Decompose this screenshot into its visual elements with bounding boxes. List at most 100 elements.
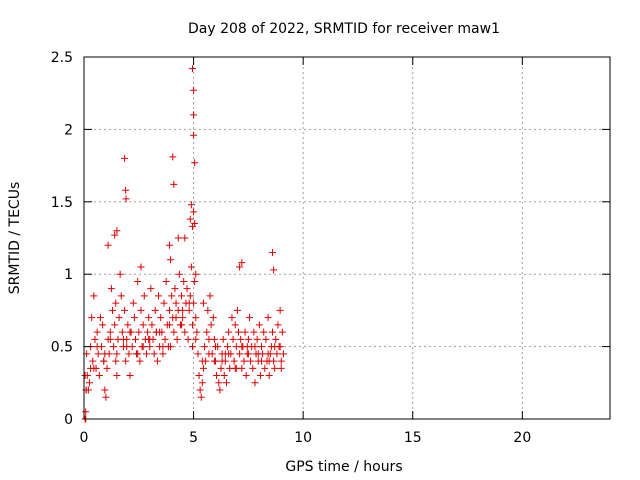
data-point [90,364,98,372]
data-point [175,270,183,278]
data-point [155,292,163,300]
data-point [191,220,199,228]
data-point [102,393,110,401]
data-point [193,328,201,336]
data-point [117,292,125,300]
data-point [185,306,193,314]
data-point [157,314,165,322]
data-point [112,357,120,365]
data-point [261,364,269,372]
data-point [241,328,249,336]
data-point [278,328,286,336]
data-point [140,292,148,300]
data-point [216,386,224,394]
data-point [89,357,97,365]
data-point [110,343,118,351]
data-point [276,306,284,314]
data-point [123,343,131,351]
data-point [195,372,203,380]
data-point [258,343,266,351]
data-point [191,277,199,285]
data-point [172,299,180,307]
data-point [254,350,262,358]
data-point [111,321,119,329]
data-point [236,263,244,271]
data-point [106,328,114,336]
y-tick-label: 0.5 [51,340,73,356]
data-point [232,364,240,372]
data-point [91,335,99,343]
data-point [170,180,178,188]
data-point [277,364,285,372]
data-point [93,343,101,351]
x-tick-label: 10 [294,430,312,446]
data-point [126,372,134,380]
data-point [113,372,121,380]
data-point [217,364,225,372]
y-tick-label: 2 [64,122,73,138]
data-point [137,306,145,314]
data-point [196,386,204,394]
data-point [271,364,279,372]
data-point [179,306,187,314]
data-point [129,299,137,307]
data-point [161,335,169,343]
x-tick-label: 15 [404,430,422,446]
data-point [173,335,181,343]
y-tick-label: 0 [64,412,73,428]
data-point [96,314,104,322]
data-point [179,314,187,322]
data-point [205,350,213,358]
data-point [174,234,182,242]
data-point [104,241,112,249]
data-point [100,357,108,365]
data-point [94,350,102,358]
data-point [160,299,168,307]
y-tick-label: 1.5 [51,195,73,211]
data-point [112,299,120,307]
data-point [81,372,89,380]
data-point [225,328,233,336]
data-point [151,306,159,314]
data-point [188,343,196,351]
data-point [238,259,246,267]
data-point [191,159,199,167]
data-point [122,195,130,203]
data-point [215,379,223,387]
data-point [242,372,250,380]
data-point [167,256,175,264]
data-point [218,357,226,365]
data-point [180,277,188,285]
data-point [212,343,219,351]
data-point [186,215,194,223]
data-point [122,186,130,194]
data-point [253,335,261,343]
data-point [192,314,200,322]
data-point [194,350,202,358]
data-point [178,321,186,329]
data-point [249,364,257,372]
data-point [264,350,272,358]
data-point [130,314,138,322]
data-point [88,314,96,322]
data-point [95,372,103,380]
data-point [247,357,255,365]
data-point [82,408,90,416]
data-point [198,357,206,365]
data-point [139,343,147,351]
data-point [178,292,186,300]
data-point [203,328,211,336]
data-point [134,277,142,285]
data-point [126,328,134,336]
data-point [272,335,280,343]
data-point [199,364,207,372]
data-point [190,131,198,139]
data-point [162,277,170,285]
data-point [240,357,248,365]
data-point [171,285,179,293]
data-point [108,306,116,314]
data-point [274,321,282,329]
data-point [153,357,161,365]
data-point [251,379,259,387]
